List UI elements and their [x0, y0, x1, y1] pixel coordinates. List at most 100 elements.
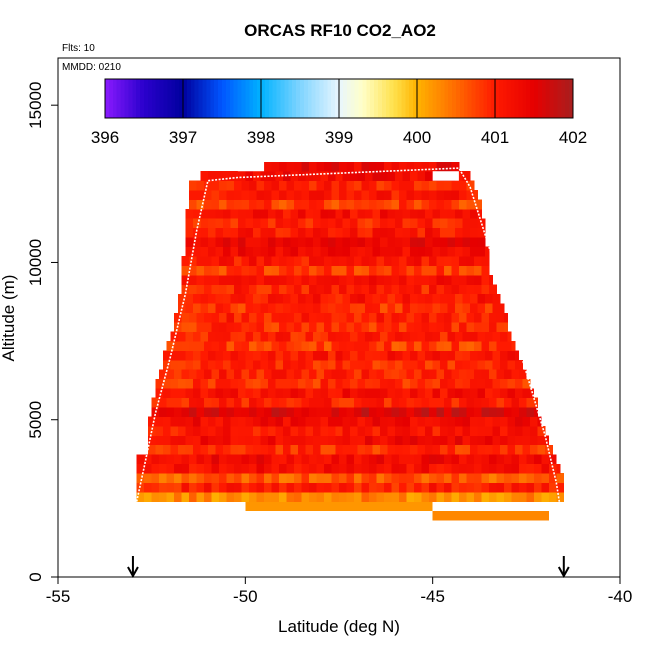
curtain-cell — [301, 463, 310, 474]
curtain-cell — [346, 180, 355, 191]
colorbar-tick-label: 402 — [559, 128, 587, 147]
curtain-cell — [241, 407, 250, 417]
curtain-cell — [335, 359, 344, 370]
curtain-cell — [443, 454, 452, 465]
curtain-cell — [406, 482, 415, 493]
curtain-cell — [170, 416, 179, 427]
curtain-cell — [301, 454, 310, 465]
curtain-cell — [406, 190, 415, 200]
curtain-cell — [421, 397, 430, 408]
curtain-cell — [230, 350, 239, 361]
colorbar-segment — [385, 79, 391, 118]
curtain-cell — [312, 208, 321, 219]
curtain-cell — [353, 482, 362, 493]
curtain-cell — [421, 284, 430, 295]
curtain-cell — [241, 275, 250, 285]
curtain-cell — [458, 322, 467, 332]
curtain-cell — [196, 284, 205, 295]
curtain-cell — [428, 407, 437, 417]
curtain-cell — [391, 463, 400, 474]
curtain-cell — [290, 444, 299, 455]
curtain-cell — [211, 190, 220, 200]
curtain-cell — [275, 444, 284, 455]
curtain-cell — [256, 397, 265, 408]
curtain-cell — [346, 256, 355, 266]
curtain-cell — [316, 284, 325, 295]
curtain-cell — [245, 331, 254, 342]
curtain-cell — [204, 256, 213, 266]
curtain-cell — [350, 350, 359, 361]
curtain-cell — [425, 416, 434, 427]
curtain-cell — [432, 237, 441, 248]
curtain-cell — [211, 454, 220, 465]
curtain-cell — [492, 293, 501, 304]
colorbar-segment — [417, 79, 422, 118]
curtain-cell — [185, 359, 194, 370]
curtain-cell — [192, 426, 201, 436]
colorbar-segment — [444, 79, 449, 118]
curtain-cell — [189, 199, 198, 210]
curtain-cell — [309, 473, 317, 483]
curtain-cell — [226, 265, 235, 276]
curtain-cell — [215, 218, 224, 229]
curtain-cell — [215, 359, 224, 370]
curtain-cell — [357, 444, 366, 455]
curtain-cell — [451, 161, 460, 172]
curtain-cell — [147, 416, 156, 427]
curtain-cell — [380, 426, 389, 436]
curtain-cell — [368, 463, 377, 474]
curtain-cell — [260, 246, 269, 257]
curtain-cell — [264, 275, 272, 285]
curtain-cell — [260, 293, 269, 304]
curtain-cell — [391, 397, 400, 408]
curtain-cell — [342, 171, 351, 181]
curtain-cell — [425, 435, 434, 446]
curtain-cell — [342, 246, 351, 257]
curtain-cell — [339, 161, 347, 172]
curtain-cell — [335, 435, 344, 446]
curtain-cell — [204, 407, 213, 417]
curtain-cell — [211, 284, 220, 295]
curtain-cell — [196, 473, 205, 483]
curtain-cell — [436, 256, 445, 266]
curtain-cell — [342, 378, 351, 389]
curtain-cell — [271, 369, 280, 380]
colorbar-segment — [541, 79, 547, 118]
curtain-cell — [237, 331, 246, 342]
curtain-cell — [290, 227, 299, 238]
colorbar-segment — [459, 79, 465, 118]
curtain-cell — [219, 284, 227, 295]
curtain-cell — [530, 416, 538, 427]
curtain-cell — [488, 322, 497, 332]
curtain-cell — [458, 341, 467, 351]
curtain-cell — [226, 473, 235, 483]
curtain-cell — [477, 293, 486, 304]
curtain-cell — [387, 293, 396, 304]
curtain-cell — [222, 388, 231, 399]
curtain-cell — [222, 237, 231, 248]
colorbar-segment — [561, 79, 566, 118]
curtain-cell — [297, 331, 306, 342]
curtain-cell — [166, 482, 175, 493]
curtain-cell — [406, 397, 415, 408]
curtain-cell — [256, 265, 265, 276]
curtain-cell — [387, 388, 396, 399]
curtain-cell — [324, 199, 332, 210]
colorbar-segment — [413, 79, 418, 118]
curtain-cell — [342, 350, 351, 361]
curtain-cell — [398, 473, 407, 483]
curtain-cell — [470, 359, 479, 370]
curtain-cell — [496, 463, 505, 474]
curtain-cell — [237, 218, 246, 229]
curtain-cell — [192, 331, 201, 342]
curtain-cell — [346, 275, 355, 285]
curtain-cell — [425, 426, 434, 436]
curtain-cell — [234, 322, 242, 332]
curtain-cell — [136, 473, 145, 483]
curtain-cell — [211, 463, 220, 474]
curtain-cell — [481, 256, 490, 266]
curtain-cell — [466, 265, 475, 276]
curtain-cell — [222, 444, 231, 455]
curtain-cell — [365, 227, 374, 238]
curtain-cell — [533, 492, 542, 502]
